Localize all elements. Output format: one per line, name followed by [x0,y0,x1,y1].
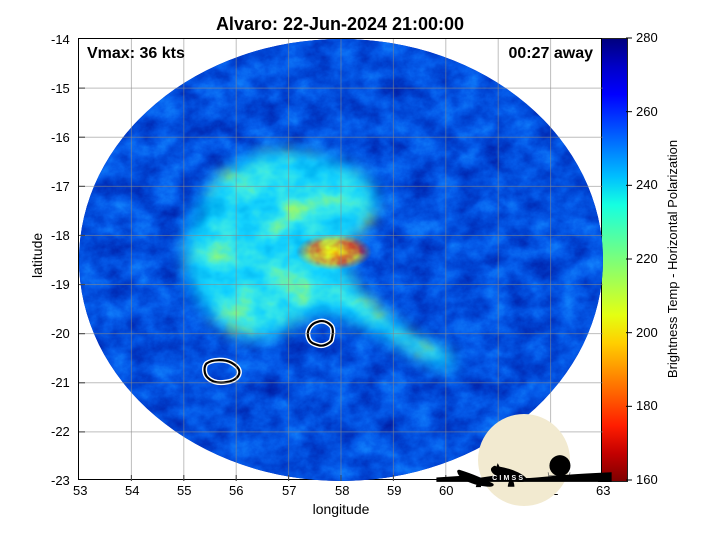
svg-text:CIMSS: CIMSS [492,475,525,482]
svg-text:Brightness Temp - Horizontal P: Brightness Temp - Horizontal Polarizatio… [665,140,680,378]
